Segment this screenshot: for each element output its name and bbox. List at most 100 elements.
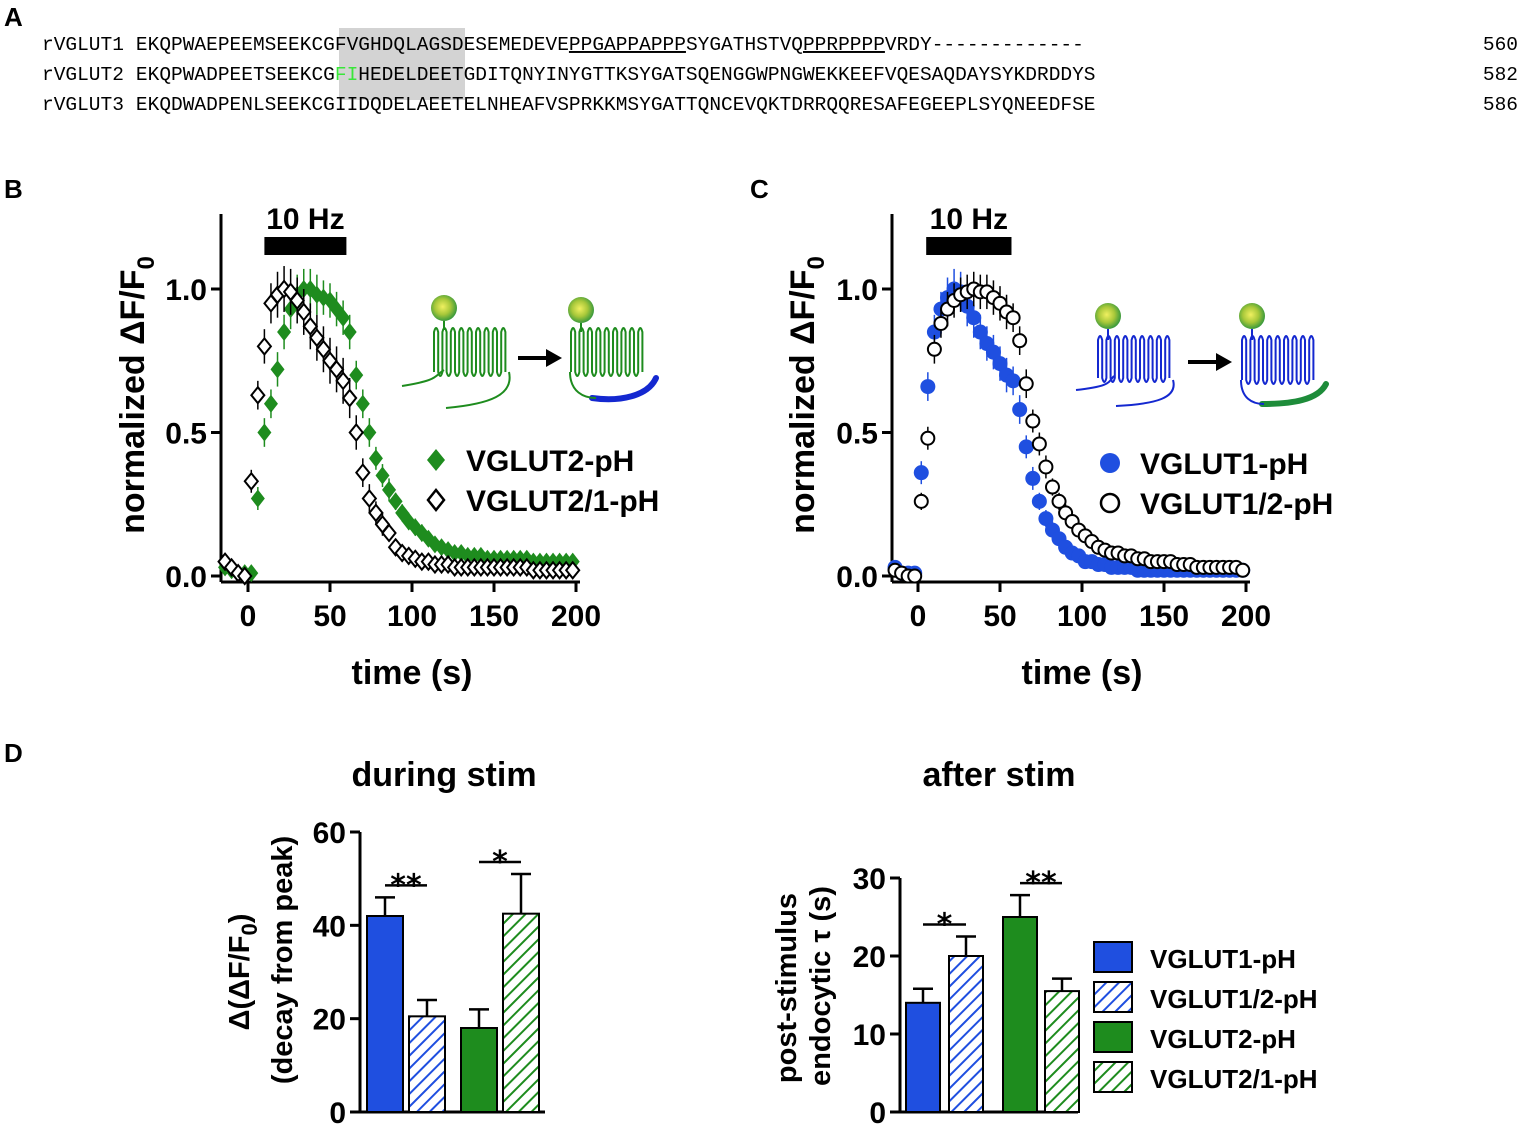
transporter-cartoon-c — [1075, 303, 1329, 407]
legend-marker — [1099, 492, 1121, 514]
y-tick-label: 0 — [869, 1097, 886, 1130]
data-point — [381, 523, 397, 543]
data-point — [263, 394, 278, 413]
data-point — [926, 341, 942, 357]
data-point — [933, 315, 949, 331]
significance-label: ** — [1025, 866, 1057, 901]
stim-label: 10 Hz — [930, 203, 1008, 236]
legend-label: VGLUT1/2-pH — [1150, 984, 1318, 1014]
y-axis-title-line2: (decay from peak) — [267, 836, 299, 1084]
series-VGLUT2/1-pH — [217, 266, 581, 586]
x-tick-label: 50 — [983, 600, 1016, 633]
data-point — [368, 449, 383, 468]
x-axis-title: time (s) — [352, 654, 473, 692]
data-point — [920, 379, 936, 395]
data-point — [1005, 310, 1021, 326]
chart-c: 0.0 0.5 1.0 0 50 100 150 200 10 Hz time (s) normal… — [784, 203, 1333, 692]
sequence-end-vglut1: 560 — [1483, 34, 1518, 56]
data-point — [277, 323, 292, 342]
green-residues: FI — [335, 64, 358, 86]
data-point — [1038, 459, 1054, 475]
data-point — [362, 423, 377, 442]
data-point — [920, 430, 936, 446]
y-tick-label: 0.5 — [836, 418, 878, 451]
phluorin-ball-icon — [431, 295, 457, 321]
y-tick-label: 60 — [313, 817, 346, 850]
phluorin-ball-icon — [1095, 303, 1121, 329]
stim-bar — [264, 237, 347, 255]
data-point — [1012, 333, 1028, 349]
chart-title: after stim — [922, 756, 1075, 794]
cytoplasmic-tail — [445, 371, 511, 409]
data-point — [348, 422, 365, 443]
data-point — [1044, 479, 1060, 495]
data-point — [1235, 562, 1251, 578]
data-point — [335, 371, 351, 391]
stim-bar — [926, 237, 1012, 255]
panel-letter-b: B — [4, 174, 23, 204]
y-tick-label: 10 — [853, 1019, 886, 1052]
x-tick-label: 0 — [910, 600, 927, 633]
data-point — [1005, 373, 1021, 389]
underlined-motif-2: PPRPPPP — [803, 34, 885, 56]
bar-VGLUT2-pH — [460, 1027, 498, 1113]
data-point — [913, 493, 929, 509]
sequence-row-vglut3: rVGLUT3 EKQDWADPENLSEEKCGIIDQDELAEETELNHE… — [42, 94, 1096, 116]
legend-swatch — [1093, 1061, 1133, 1093]
transporter-cartoon-b — [401, 295, 659, 409]
panel-letter-a: A — [4, 2, 23, 32]
y-tick-label: 40 — [313, 910, 346, 943]
phluorin-ball-icon — [1239, 303, 1265, 329]
x-tick-label: 0 — [240, 600, 257, 633]
data-point — [328, 359, 345, 379]
series-VGLUT2-pH — [218, 268, 580, 583]
data-point — [1038, 511, 1054, 527]
data-point — [336, 308, 351, 327]
series-VGLUT1/2-pH — [887, 271, 1251, 584]
data-point — [966, 310, 982, 326]
y-tick-label: 1.0 — [165, 274, 207, 307]
data-point — [315, 339, 332, 359]
swapped-tail — [1259, 381, 1329, 407]
data-point — [992, 356, 1008, 372]
data-point — [907, 568, 923, 584]
legend-marker — [427, 449, 445, 471]
cytoplasmic-tail — [569, 371, 597, 399]
swapped-tail — [589, 375, 659, 403]
data-point — [913, 465, 929, 481]
bar-VGLUT2-pH — [1002, 916, 1038, 1113]
y-tick-label: 20 — [853, 941, 886, 974]
y-axis-title-line2: endocytic τ (s) — [805, 886, 837, 1086]
y-tick-label: 0.0 — [165, 561, 207, 594]
y-axis-title: Δ(ΔF/F0) — [224, 914, 262, 1031]
cytoplasmic-tail — [1240, 379, 1265, 405]
chart-title: during stim — [351, 756, 536, 794]
legend-swatch — [1093, 1021, 1133, 1053]
data-point — [1018, 376, 1034, 392]
y-tick-label: 0 — [329, 1097, 346, 1130]
y-tick-label: 1.0 — [836, 274, 878, 307]
y-tick-label: 0.5 — [165, 418, 207, 451]
data-point — [295, 302, 312, 322]
bar-VGLUT2/1-pH — [502, 912, 540, 1114]
data-point — [375, 466, 390, 485]
chart-b: 0.0 0.5 1.0 0 50 100 150 200 10 Hz time (s) normal… — [114, 203, 659, 692]
data-point — [355, 463, 371, 483]
legend-label: VGLUT1-pH — [1150, 944, 1296, 974]
x-tick-label: 200 — [551, 600, 601, 633]
data-point — [1018, 439, 1034, 455]
data-point — [1025, 413, 1041, 429]
significance-label: * — [492, 845, 508, 880]
data-point — [289, 290, 305, 311]
sequence-row-vglut1: rVGLUT1 EKQPWAEPEEMSEEKCGFVGHDQLAGSDESEME… — [42, 34, 1084, 56]
data-point — [1051, 493, 1067, 509]
sequence-end-vglut2: 582 — [1483, 64, 1518, 86]
data-point — [972, 324, 988, 340]
data-point — [250, 489, 265, 508]
bar-VGLUT1/2-pH — [408, 1015, 446, 1113]
data-point — [1025, 470, 1041, 486]
